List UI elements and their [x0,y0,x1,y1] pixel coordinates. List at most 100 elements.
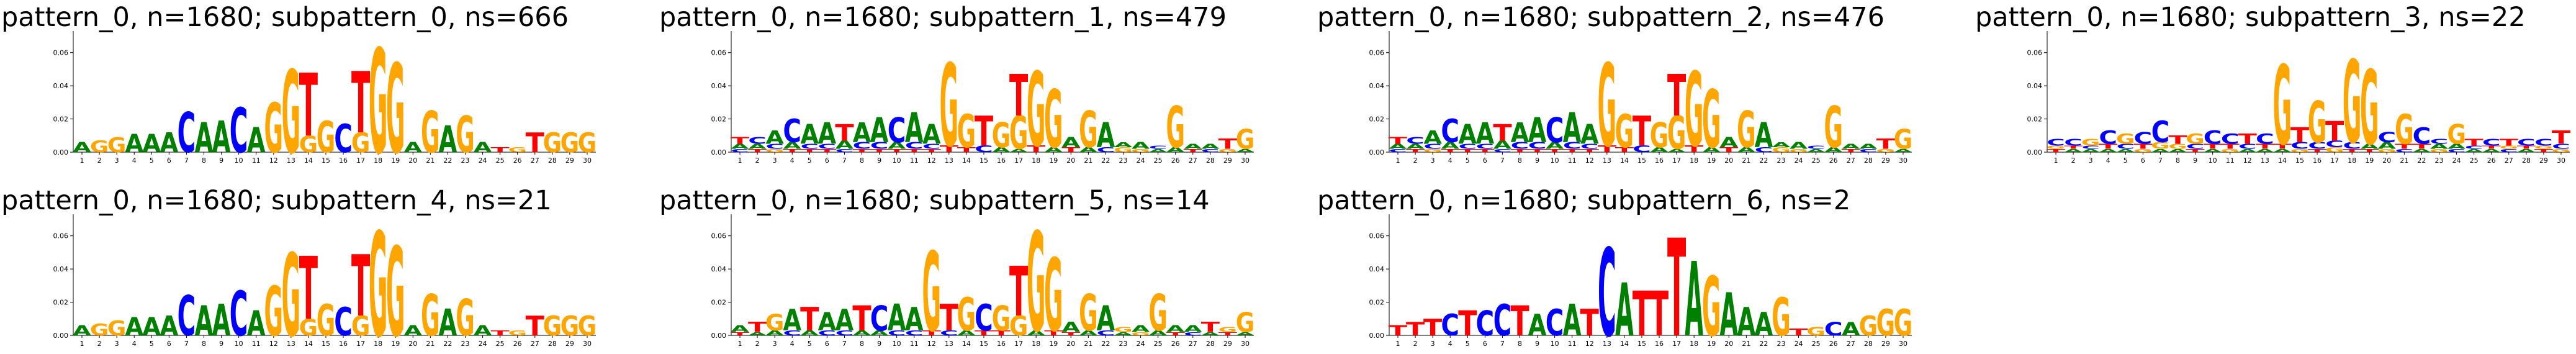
x-tick-label: 2 [1413,340,1418,348]
logo-letter-c: C [2325,139,2344,150]
x-tick-label: 1 [2054,157,2058,165]
x-tick-label: 3 [115,340,119,348]
logo-letter-t: T [351,54,370,153]
logo-letter-t: T [1218,137,1237,152]
logo-letter-t: T [1009,63,1028,129]
y-tick-label: 0.00 [1369,332,1385,340]
logo-letter-a: A [1184,143,1202,151]
logo-letter-c: C [1201,148,1220,153]
panel-title: pattern_0, n=1680; subpattern_4, ns=21 [1,185,552,216]
x-tick-label: 12 [1585,340,1594,348]
x-tick-label: 2 [97,157,102,165]
logo-letter-g: G [1044,74,1063,166]
y-tick-label: 0.00 [711,332,727,340]
y-tick-label: 0.02 [2027,116,2043,124]
logo-letter-t: T [2290,124,2310,147]
logo-letter-t: T [2552,127,2571,148]
logo-letter-c: C [2099,127,2117,148]
y-tick-label: 0.02 [53,116,69,124]
x-tick-label: 28 [1864,340,1873,348]
x-tick-label: 6 [167,340,171,348]
logo-letter-c: C [1633,144,1651,155]
x-tick-label: 26 [1829,340,1838,348]
logo-letter-t: T [2273,142,2292,150]
logo-letter-t: T [800,148,819,153]
logo-letter-g: G [1131,148,1150,153]
x-tick-label: 23 [1777,157,1786,165]
logo-letter-c: C [765,142,784,150]
x-tick-label: 17 [1672,157,1681,165]
logo-letter-c: C [905,329,924,337]
logo-letter-a: A [160,127,179,158]
logo-letter-t: T [888,148,907,153]
logo-letter-g: G [1079,101,1098,160]
logo-letter-c: C [230,278,248,350]
logo-letter-g: G [456,289,475,348]
logo-letter-g: G [508,329,526,337]
logo-panel: pattern_0, n=1680; subpattern_4, ns=21 0.… [1,185,597,354]
y-tick-label: 0.04 [53,82,69,90]
x-tick-label: 29 [1223,340,1232,348]
logo-letter-t: T [2360,148,2379,153]
logo-letter-a: A [160,310,179,342]
logo-letter-a: A [1149,148,1168,153]
logo-letter-g: G [1859,310,1878,342]
logo-letter-a: A [1842,143,1860,151]
x-tick-label: 10 [1551,340,1559,348]
logo-letter-c: C [2395,148,2414,153]
y-tick-label: 0.04 [711,265,727,273]
logo-letter-t: T [2534,148,2554,153]
logo-letter-a: A [2064,148,2083,153]
logo-letter-g: G [421,283,440,349]
logo-letter-t: T [1580,302,1600,345]
x-tick-label: 3 [773,157,777,165]
logo-letter-a: A [1859,143,1878,151]
logo-letter-g: G [1772,288,1791,348]
x-tick-label: 14 [962,157,971,165]
logo-letter-c: C [1406,136,1425,147]
logo-letter-c: C [975,296,993,339]
logo-letter-a: A [1389,143,1407,151]
x-tick-label: 27 [1189,157,1197,165]
logo-letter-g: G [1598,40,1617,173]
logo-letter-t: T [1528,148,1547,153]
logo-letter-t: T [817,148,837,153]
x-tick-label: 13 [287,340,295,348]
logo-letter-t: T [1009,252,1028,332]
x-tick-label: 22 [1101,340,1110,348]
x-tick-label: 1 [80,157,84,165]
logo-letter-c: C [1859,148,1878,153]
logo-letter-t: T [975,108,993,155]
x-tick-label: 6 [825,157,829,165]
x-tick-label: 4 [132,340,137,348]
x-tick-label: 5 [150,157,154,165]
logo-letter-g: G [421,100,440,166]
x-tick-label: 8 [860,157,864,165]
x-tick-label: 19 [1707,340,1716,348]
logo-letter-a: A [474,323,492,338]
x-tick-label: 24 [1137,340,1145,348]
logo-letter-t: T [1719,146,1738,154]
logo-letter-g: G [957,105,976,158]
logo-letter-a: A [2430,143,2449,151]
logo-letter-t: T [491,146,510,154]
logo-letter-g: G [107,134,127,157]
x-tick-label: 20 [2382,157,2391,165]
x-tick-label: 10 [2209,157,2217,165]
logo-letter-g: G [2430,148,2449,153]
x-tick-label: 21 [1742,340,1750,348]
y-tick-label: 0.06 [53,232,69,240]
logo-letter-c: C [1441,112,1459,150]
logo-letter-g: G [1148,284,1168,343]
logo-letter-c: C [1097,146,1115,154]
x-tick-label: 23 [461,340,470,348]
logo-letter-g: G [264,90,284,169]
logo-letter-t: T [731,331,750,337]
logo-letter-g: G [1218,326,1237,334]
x-tick-label: 9 [1535,157,1539,165]
x-tick-label: 12 [2243,157,2252,165]
logo-letter-c: C [1528,141,1547,152]
y-tick-label: 0.06 [711,232,727,240]
logo-letter-g: G [2220,148,2240,153]
logo-letter-a: A [1132,140,1150,151]
